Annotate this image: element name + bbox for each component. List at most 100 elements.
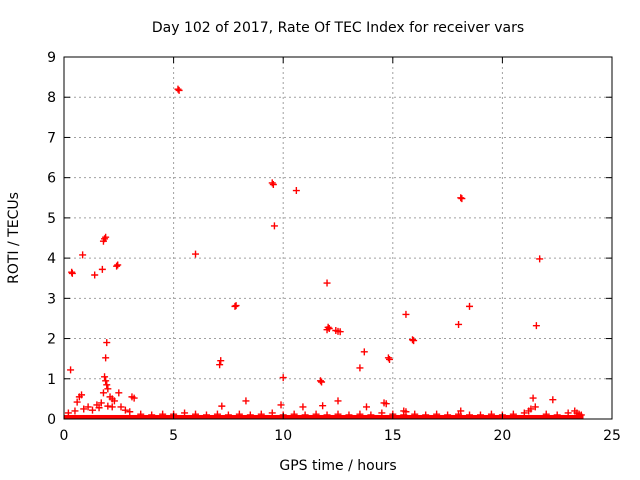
data-point-low <box>71 407 79 415</box>
data-point-low <box>148 411 156 419</box>
x-tick-label: 5 <box>169 428 178 444</box>
data-point <box>457 407 465 415</box>
data-point-low <box>487 410 495 418</box>
axis-ticks <box>63 56 613 420</box>
data-point-low <box>422 411 430 419</box>
x-tick-labels: 0 5 10 15 20 25 <box>60 428 621 444</box>
data-point <box>318 378 326 386</box>
data-point <box>101 235 109 243</box>
data-point-low <box>64 409 72 417</box>
data-point <box>360 348 368 356</box>
data-point-low <box>411 410 419 418</box>
data-point <box>270 222 278 230</box>
data-point <box>532 322 540 330</box>
data-point <box>356 364 364 372</box>
data-point <box>536 255 544 263</box>
data-point <box>325 325 333 332</box>
data-point-low <box>192 410 200 418</box>
x-axis-label: GPS time / hours <box>279 458 396 474</box>
data-point-low <box>268 409 276 417</box>
data-points <box>64 85 585 419</box>
data-point-low <box>137 410 145 418</box>
data-point-low <box>312 410 320 418</box>
data-point <box>529 394 537 402</box>
data-point <box>73 398 81 406</box>
y-tick-label: 8 <box>47 90 56 106</box>
data-point <box>67 366 75 374</box>
y-tick-label: 5 <box>47 211 56 227</box>
data-point-low <box>159 410 167 418</box>
data-point-low <box>433 410 441 418</box>
data-point-low <box>108 403 116 411</box>
data-point <box>319 402 327 410</box>
data-point-low <box>577 411 585 419</box>
data-point <box>115 389 123 397</box>
data-point <box>104 385 112 393</box>
data-point <box>531 403 539 411</box>
y-axis-label: ROTI / TECUs <box>6 192 22 284</box>
y-tick-label: 4 <box>47 251 56 267</box>
data-point <box>382 400 390 408</box>
y-tick-label: 3 <box>47 291 56 307</box>
y-tick-labels: 0 1 2 3 4 5 6 7 8 9 <box>47 50 56 428</box>
data-point <box>114 261 122 269</box>
data-point <box>409 336 417 344</box>
near-zero-band <box>64 414 584 419</box>
grid-lines <box>64 57 612 419</box>
data-point-low <box>367 411 375 419</box>
data-point <box>103 339 111 347</box>
data-point <box>102 354 110 362</box>
data-point <box>279 374 287 382</box>
data-point <box>336 328 344 336</box>
data-point <box>316 377 324 385</box>
chart-title: Day 102 of 2017, Rate Of TEC Index for r… <box>152 20 524 36</box>
data-point-low <box>117 403 125 411</box>
data-point-low <box>323 411 331 419</box>
data-point <box>573 409 581 417</box>
data-point <box>549 396 557 404</box>
data-point <box>113 262 121 270</box>
data-point <box>216 361 224 369</box>
data-point <box>192 250 200 258</box>
data-point <box>98 265 106 273</box>
y-tick-label: 0 <box>47 412 56 428</box>
data-point <box>78 391 86 399</box>
y-tick-label: 2 <box>47 332 56 348</box>
data-point <box>110 397 118 405</box>
data-point-low <box>213 410 221 418</box>
y-tick-label: 1 <box>47 372 56 388</box>
data-point <box>410 337 418 345</box>
x-tick-label: 15 <box>384 428 402 444</box>
data-point <box>362 403 370 411</box>
data-point <box>323 279 331 287</box>
data-point <box>455 320 463 328</box>
data-point-low <box>345 411 353 419</box>
data-point-low <box>97 399 105 407</box>
data-point-low <box>104 402 112 410</box>
data-point-low <box>257 410 265 418</box>
data-point <box>277 401 285 409</box>
data-point <box>231 302 239 310</box>
data-point-low <box>80 405 88 413</box>
data-point <box>175 86 183 94</box>
data-point-low <box>520 409 528 417</box>
data-point-low <box>334 410 342 418</box>
data-point-low <box>95 404 103 412</box>
x-tick-label: 10 <box>274 428 292 444</box>
data-point <box>458 195 466 203</box>
data-point <box>402 310 410 318</box>
plot-frame <box>63 56 613 420</box>
data-point-low <box>121 406 129 414</box>
y-tick-label: 6 <box>47 171 56 187</box>
data-point <box>232 302 240 310</box>
data-point <box>299 403 307 411</box>
data-point <box>102 377 110 385</box>
data-point-low <box>527 405 535 413</box>
x-tick-label: 0 <box>60 428 69 444</box>
data-point-low <box>246 411 254 419</box>
data-point <box>466 302 474 310</box>
data-point <box>402 408 410 416</box>
data-point-low <box>84 403 92 411</box>
data-point <box>91 271 99 279</box>
data-point-low <box>88 406 96 414</box>
